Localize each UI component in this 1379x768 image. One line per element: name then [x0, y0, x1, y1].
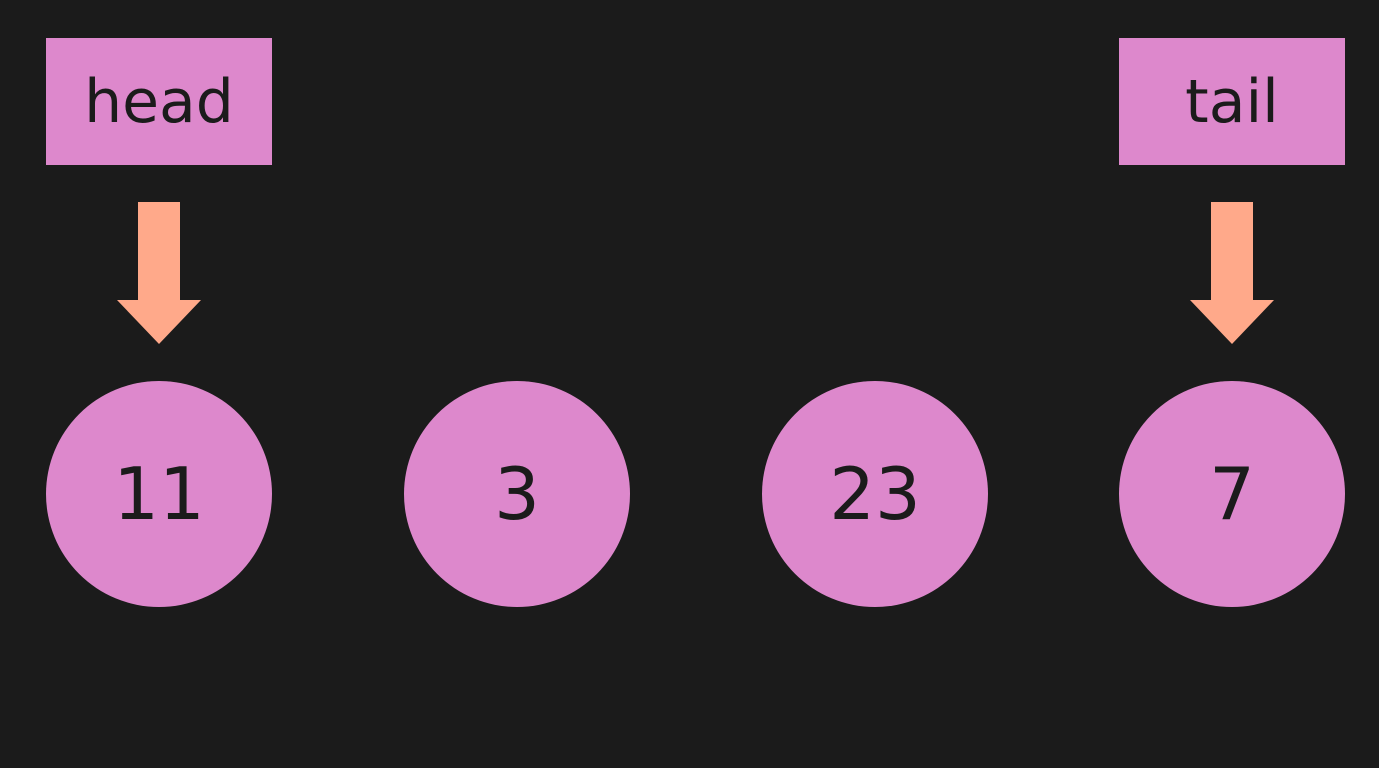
head-label-text: head — [84, 66, 234, 137]
list-node: 7 — [1119, 381, 1345, 607]
list-node: 23 — [762, 381, 988, 607]
head-pointer-label: head — [46, 38, 272, 165]
node-value: 11 — [113, 452, 205, 536]
head-arrow-down-icon — [117, 202, 201, 344]
node-value: 23 — [829, 452, 921, 536]
node-value: 3 — [494, 452, 540, 536]
tail-label-text: tail — [1185, 66, 1279, 137]
list-node: 3 — [404, 381, 630, 607]
list-node: 11 — [46, 381, 272, 607]
tail-pointer-label: tail — [1119, 38, 1345, 165]
node-value: 7 — [1209, 452, 1255, 536]
tail-arrow-down-icon — [1190, 202, 1274, 344]
